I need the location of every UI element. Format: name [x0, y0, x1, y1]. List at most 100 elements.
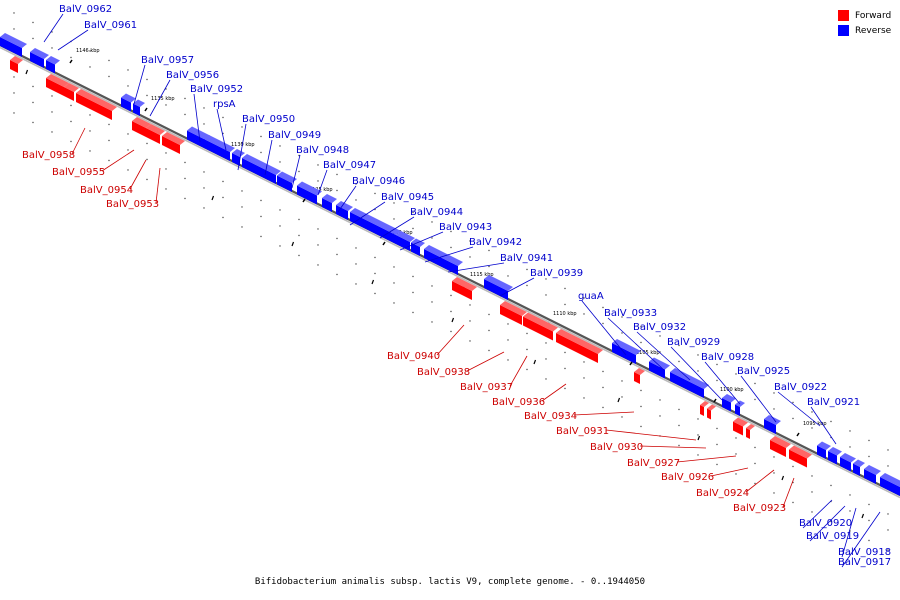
- forward-gene-top: [64, 83, 79, 92]
- guide-dot: [868, 439, 870, 442]
- minor-tick: [291, 241, 295, 247]
- guide-dot: [754, 398, 756, 401]
- forward-gene: [452, 277, 477, 300]
- reverse-gene-face: [764, 419, 776, 434]
- guide-dot: [849, 446, 851, 448]
- forward-leader-line: [155, 167, 161, 204]
- guide-dot: [355, 263, 357, 265]
- forward-gene: [162, 132, 185, 154]
- minor-tick: [211, 195, 215, 201]
- reverse-gene-face: [649, 361, 665, 379]
- guide-dot: [336, 173, 338, 176]
- guide-dot: [526, 284, 528, 287]
- forward-gene-label: BalV_0953: [106, 199, 159, 210]
- forward-gene-top: [733, 417, 748, 427]
- guide-dot: [260, 215, 262, 218]
- guide-dot: [887, 513, 889, 515]
- reverse-gene-face: [204, 139, 230, 161]
- reverse-gene-face: [424, 249, 458, 275]
- forward-leader-line: [541, 383, 567, 402]
- guide-dot: [393, 302, 395, 304]
- dots-layer: [13, 12, 889, 551]
- reverse-gene-label: BalV_0947: [323, 160, 376, 171]
- forward-gene-label: BalV_0934: [524, 411, 577, 422]
- guide-dot: [241, 206, 243, 208]
- guide-dot: [70, 120, 72, 123]
- guide-dot: [507, 339, 509, 341]
- forward-gene: [746, 424, 755, 439]
- guide-dot: [526, 268, 528, 271]
- guide-dot: [811, 427, 813, 429]
- guide-dot: [488, 313, 490, 316]
- guide-dot: [830, 520, 832, 523]
- guide-dot: [469, 240, 471, 242]
- guide-dot: [146, 142, 148, 145]
- guide-dot: [317, 228, 319, 230]
- reverse-gene: [828, 447, 842, 465]
- reverse-gene: [277, 171, 297, 192]
- guide-dot: [355, 183, 357, 185]
- reverse-leader-line: [809, 505, 846, 542]
- guide-dot: [697, 370, 699, 372]
- forward-gene: [556, 329, 603, 363]
- forward-leader-line: [509, 355, 528, 387]
- reverse-gene: [649, 357, 670, 379]
- guide-dot: [127, 149, 129, 151]
- guide-dot: [32, 101, 34, 104]
- guide-dot: [279, 161, 281, 163]
- reverse-leader-line: [43, 13, 64, 43]
- guide-dot: [317, 264, 319, 266]
- forward-leader-line: [710, 467, 749, 477]
- guide-dot: [51, 95, 53, 97]
- guide-dot: [184, 97, 186, 100]
- guide-dot: [583, 361, 585, 363]
- forward-gene-top: [770, 436, 791, 448]
- reverse-gene: [864, 465, 881, 484]
- forward-gene-top: [500, 301, 527, 316]
- forward-gene-top: [523, 312, 558, 332]
- guide-dot: [621, 416, 623, 418]
- forward-leader-line: [605, 429, 697, 441]
- guide-dot: [621, 316, 623, 318]
- reverse-gene-label: BalV_0929: [667, 337, 720, 348]
- backbone-shadow: [0, 46, 900, 499]
- forward-gene-top: [746, 424, 755, 430]
- reverse-gene-top: [0, 33, 27, 48]
- guide-dot: [602, 306, 604, 309]
- reverse-gene-top: [828, 447, 842, 456]
- reverse-leader-line: [149, 79, 171, 117]
- reverse-leader-line: [670, 346, 723, 401]
- guide-dot: [336, 189, 338, 192]
- reverse-gene-label: BalV_0944: [410, 207, 463, 218]
- guide-dot: [469, 340, 471, 342]
- forward-gene: [700, 401, 709, 416]
- forward-gene-label: BalV_0940: [387, 351, 440, 362]
- reverse-gene: [30, 48, 49, 68]
- guide-dot: [488, 329, 490, 332]
- reverse-gene-face: [322, 198, 332, 212]
- forward-gene-face: [733, 421, 743, 436]
- guide-dot: [184, 177, 186, 180]
- reverse-gene-face: [242, 158, 276, 184]
- guide-dot: [241, 126, 243, 128]
- forward-gene-label: BalV_0954: [80, 185, 133, 196]
- guide-dot: [868, 539, 870, 542]
- reverse-gene-top: [297, 181, 322, 196]
- guide-dot: [355, 247, 357, 249]
- guide-dot: [526, 368, 528, 371]
- guide-dot: [583, 297, 585, 299]
- guide-dot: [298, 218, 300, 221]
- guide-dot: [697, 434, 699, 436]
- reverse-gene-label: BalV_0957: [141, 55, 194, 66]
- reverse-gene-label: BalV_0939: [530, 268, 583, 279]
- forward-gene-face: [46, 78, 64, 96]
- reverse-gene: [735, 400, 745, 416]
- guide-dot: [754, 446, 756, 449]
- guide-dot: [564, 387, 566, 390]
- reverse-leader-line: [636, 331, 691, 381]
- forward-gene-face: [556, 333, 598, 363]
- forward-gene-face: [770, 440, 786, 457]
- reverse-gene-top: [722, 394, 736, 403]
- reverse-gene-label: BalV_0949: [268, 130, 321, 141]
- reverse-leader-line: [399, 231, 444, 251]
